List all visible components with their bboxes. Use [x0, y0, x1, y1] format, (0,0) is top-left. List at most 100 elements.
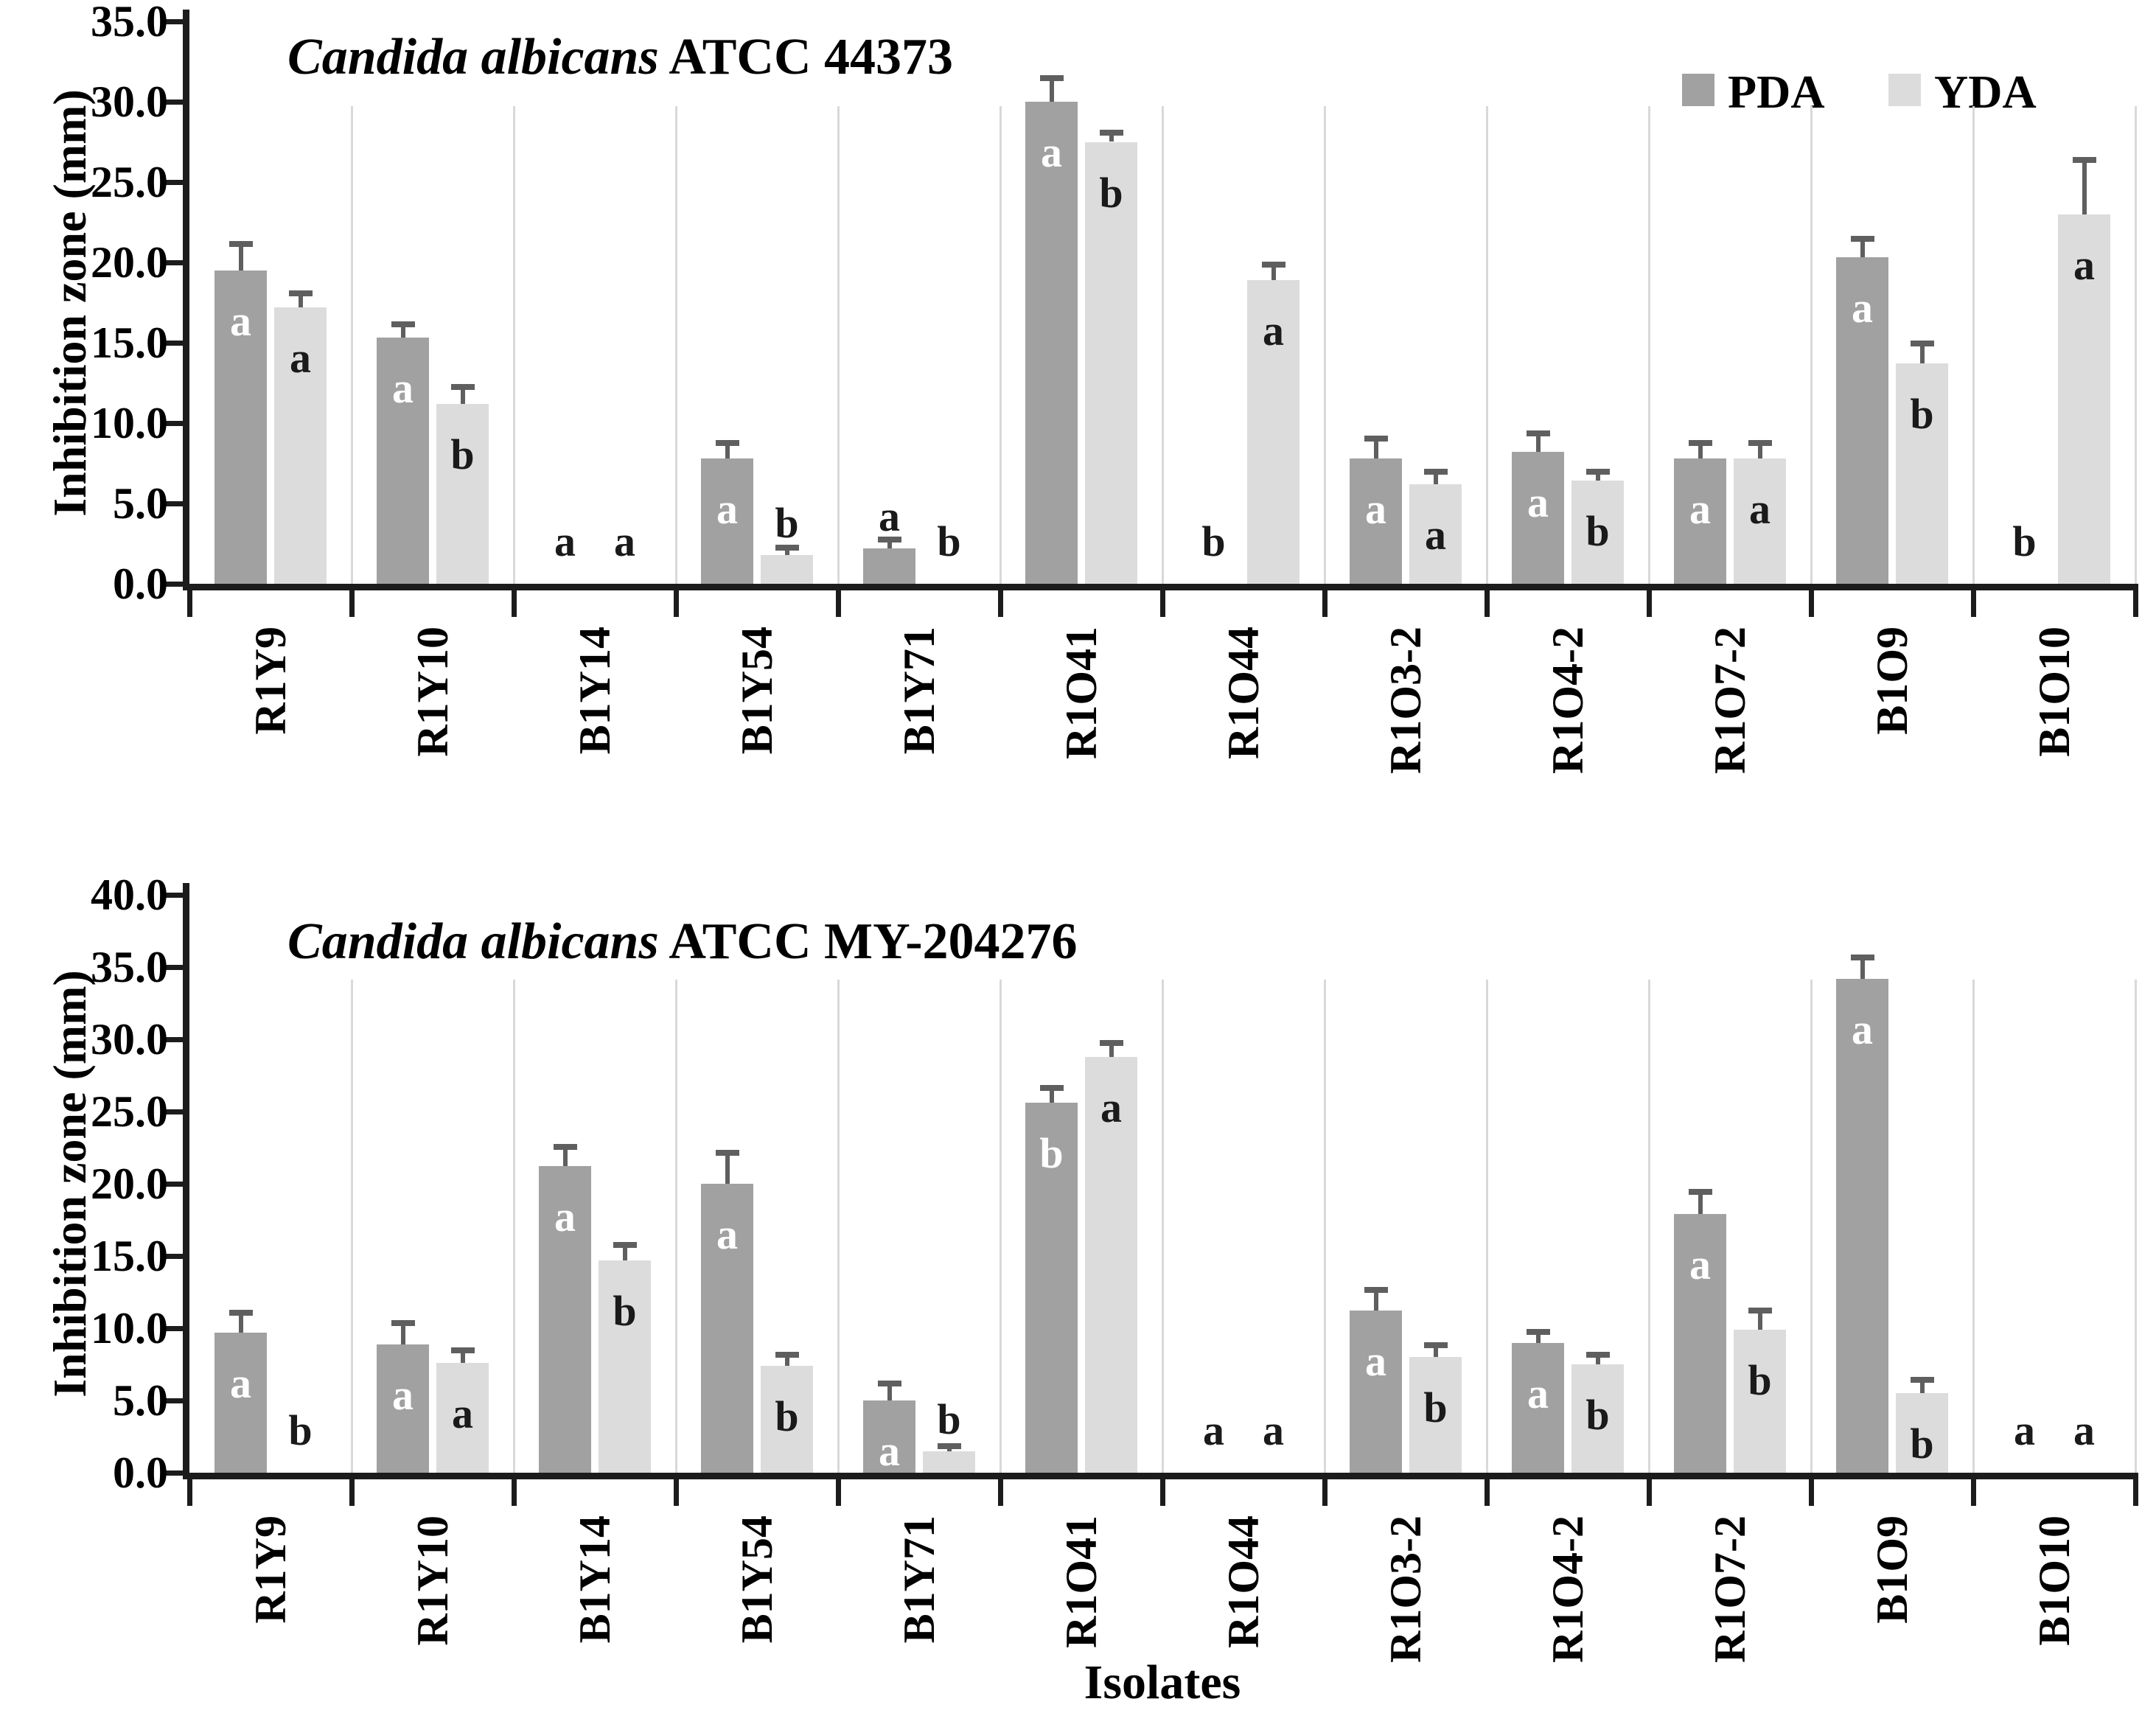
legend-swatch-pda	[1682, 74, 1714, 106]
sig-letter-pda-R1Y10-bottom: a	[392, 1370, 414, 1419]
y-tick-label: 5.0	[113, 1376, 168, 1425]
sig-letter-pda-R1O41-bottom: b	[1039, 1129, 1064, 1178]
error-bar-cap	[1099, 130, 1123, 136]
bar-yda-B1Y54-bottom	[761, 1365, 813, 1473]
y-tick-label: 25.0	[91, 158, 168, 206]
x-category-label: R1O41	[1057, 627, 1106, 759]
y-axis	[183, 883, 189, 1479]
gridline	[1648, 106, 1650, 584]
x-category-label: R1Y9	[246, 1515, 295, 1624]
bar-yda-R1Y10-bottom	[436, 1363, 489, 1473]
gridline	[1162, 980, 1164, 1473]
error-bar-stem	[1433, 471, 1438, 484]
bar-pda-R1O41-top	[1025, 102, 1078, 584]
sig-letter-yda-B1Y71-bottom: b	[937, 1395, 961, 1443]
x-tick	[836, 590, 841, 617]
gridline	[1324, 980, 1326, 1473]
sig-letter-pda-B1Y71-top: a	[879, 492, 900, 541]
sig-letter-pda-R1O3-2-bottom: a	[1365, 1337, 1386, 1386]
x-category-label: R1O44	[1219, 627, 1268, 759]
sig-letter-pda-B1O9-top: a	[1852, 284, 1873, 332]
sig-letter-yda-R1O3-2-bottom: b	[1423, 1384, 1448, 1432]
error-bar-stem	[2082, 159, 2087, 214]
error-bar-cap	[1910, 1376, 1934, 1383]
error-bar-stem	[1698, 442, 1703, 458]
gridline	[513, 980, 515, 1473]
error-bar-cap	[1585, 1352, 1610, 1358]
sig-letter-pda-R1Y10-top: a	[392, 364, 414, 413]
legend-label-pda: PDA	[1728, 66, 1825, 118]
bar-pda-B1Y14-bottom	[539, 1166, 591, 1473]
error-bar-cap	[2072, 157, 2096, 164]
gridline	[1324, 106, 1326, 584]
chart-title-species: Candida albicans	[287, 913, 659, 970]
sig-letter-yda-R1O7-2-bottom: b	[1748, 1356, 1772, 1404]
y-tick-label: 25.0	[91, 1087, 168, 1136]
error-bar-stem	[1595, 1354, 1600, 1364]
x-tick	[1809, 590, 1814, 617]
chart-title-strain: ATCC 44373	[658, 29, 954, 86]
sig-letter-yda-R1O4-2-bottom: b	[1585, 1391, 1610, 1439]
sig-letter-pda-B1O10-bottom: a	[2014, 1406, 2035, 1454]
error-bar-stem	[460, 1350, 465, 1364]
x-tick	[2133, 1479, 2138, 1506]
error-bar-stem	[400, 323, 405, 338]
sig-letter-pda-R1O3-2-top: a	[1365, 484, 1386, 533]
bar-yda-B1Y54-top	[761, 554, 813, 584]
bar-yda-R1O7-2-bottom	[1734, 1329, 1786, 1473]
error-bar-cap	[1039, 75, 1064, 82]
bar-pda-R1O4-2-bottom	[1512, 1342, 1564, 1473]
y-tick-label: 30.0	[91, 77, 168, 126]
error-bar-cap	[1364, 1287, 1388, 1294]
error-bar-cap	[1364, 435, 1388, 442]
x-category-label: R1O3-2	[1381, 627, 1430, 774]
error-bar-stem	[1433, 1344, 1438, 1358]
error-bar-cap	[1850, 236, 1874, 243]
bar-pda-R1Y9-bottom	[214, 1332, 267, 1473]
bar-yda-R1O4-2-top	[1571, 481, 1624, 584]
chart-title-strain: ATCC MY-204276	[658, 913, 1078, 970]
sig-letter-yda-B1O10-bottom: a	[2073, 1406, 2095, 1454]
bar-pda-R1O4-2-top	[1512, 452, 1564, 584]
sig-letter-pda-B1Y14-bottom: a	[554, 1193, 576, 1241]
x-category-label: R1O4-2	[1543, 627, 1592, 774]
sig-letter-pda-B1O10-top: b	[2012, 517, 2037, 565]
error-bar-cap	[1039, 1084, 1064, 1091]
x-tick	[998, 590, 1003, 617]
sig-letter-pda-B1Y54-bottom: a	[716, 1210, 738, 1258]
sig-letter-pda-B1Y14-top: a	[554, 517, 576, 565]
bar-yda-R1O41-top	[1085, 142, 1137, 584]
gridline	[675, 106, 677, 584]
error-bar-stem	[298, 293, 303, 308]
error-bar-cap	[1748, 440, 1772, 447]
y-axis-title: Inhibition zone (mm)	[43, 970, 96, 1398]
gridline	[837, 980, 840, 1473]
error-bar-stem	[622, 1244, 627, 1260]
bar-yda-B1Y14-bottom	[599, 1260, 651, 1473]
sig-letter-pda-B1O9-bottom: a	[1852, 1005, 1873, 1053]
x-category-label: R1O7-2	[1706, 627, 1754, 774]
y-tick-label: 35.0	[91, 0, 168, 46]
y-axis-title: Inhibition zone (mm)	[43, 88, 96, 517]
error-bar-cap	[288, 290, 313, 297]
sig-letter-yda-R1O44-top: a	[1263, 306, 1284, 355]
y-tick-label: 10.0	[91, 1304, 168, 1353]
error-bar-cap	[1526, 430, 1550, 437]
y-tick	[163, 1398, 183, 1403]
error-bar-cap	[1910, 341, 1934, 346]
bar-pda-B1O9-bottom	[1836, 978, 1888, 1473]
error-bar-stem	[1757, 442, 1762, 458]
bar-pda-R1O3-2-bottom	[1350, 1311, 1402, 1473]
gridline	[1810, 980, 1813, 1473]
error-bar-cap	[1423, 1342, 1448, 1348]
error-bar-stem	[1271, 264, 1276, 280]
sig-letter-yda-R1O44-bottom: a	[1263, 1406, 1284, 1454]
sig-letter-yda-R1O7-2-top: a	[1749, 484, 1770, 533]
error-bar-cap	[613, 1242, 637, 1249]
y-tick-label: 10.0	[91, 399, 168, 447]
x-tick	[1322, 590, 1328, 617]
error-bar-cap	[1261, 262, 1285, 268]
chart-title: Candida albicans ATCC 44373	[287, 28, 953, 87]
gridline	[1972, 980, 1975, 1473]
